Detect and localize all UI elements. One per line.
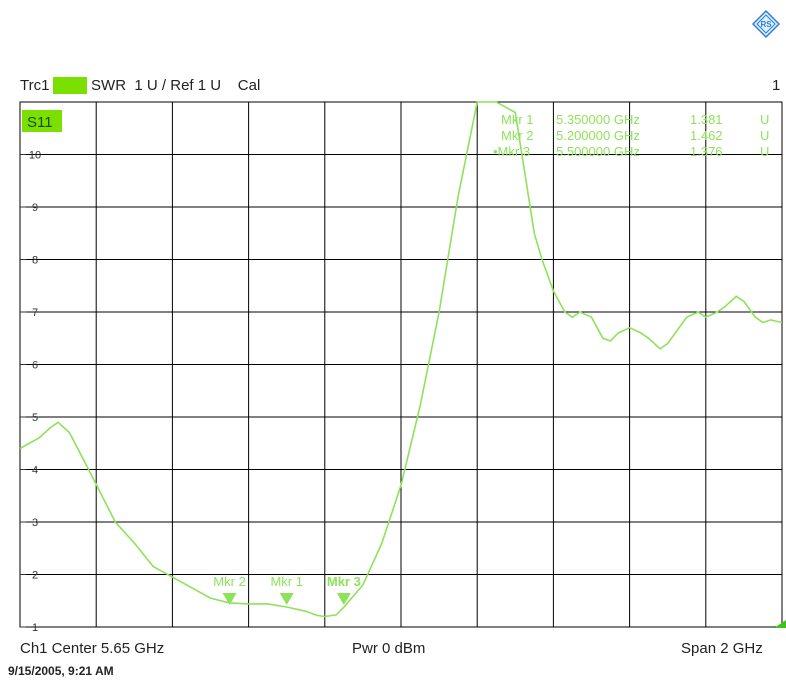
plot-grid [19, 101, 783, 628]
source-power: Pwr 0 dBm [352, 640, 426, 657]
trace-param-badge[interactable]: S11 [53, 77, 88, 94]
marker-value: 1.381 [690, 112, 723, 127]
trace-header: Trc1 S11 SWR 1 U / Ref 1 U Cal [20, 77, 260, 94]
marker-row: Mkr 1 [501, 112, 534, 127]
y-tick-label: 2 [32, 570, 38, 582]
rohde-schwarz-logo-icon: RS [752, 10, 780, 38]
cal-indicator: Cal [237, 77, 261, 94]
y-tick-label: 9 [32, 202, 38, 214]
marker-label: Mkr 3 [327, 574, 361, 589]
marker-label: Mkr 1 [270, 574, 303, 589]
marker-frequency: 5.350000 GHz [556, 112, 640, 127]
s11-trace-line [19, 101, 783, 618]
trace-format: SWR [91, 77, 127, 94]
marker-triangle-icon [279, 593, 294, 605]
y-tick-label: 1 [32, 622, 38, 634]
marker-unit: U [760, 144, 769, 159]
marker-row: Mkr 2 [501, 128, 534, 143]
marker-triangle-icon [336, 593, 351, 605]
marker-symbols: Mkr 1 Mkr 2 Mkr 3 [213, 574, 361, 605]
trace-ref: Ref 1 U [170, 77, 222, 94]
marker-frequency: 5.200000 GHz [556, 128, 640, 143]
marker-value: 1.376 [690, 144, 723, 159]
marker-label: Mkr 2 [213, 574, 246, 589]
y-tick-label: 10 [29, 150, 41, 162]
y-tick-label: 7 [32, 307, 38, 319]
marker-table: Mkr 1 5.350000 GHz 1.381 U Mkr 2 5.200000 GHz… [493, 112, 769, 159]
y-tick-label: 4 [32, 465, 38, 477]
trace-name: Trc1 [20, 77, 50, 94]
marker-row: •Mkr 3 [493, 144, 530, 159]
marker-unit: U [760, 128, 769, 143]
y-axis-ticks: 10 9 8 7 6 5 4 3 2 1 [20, 150, 41, 634]
marker-unit: U [760, 112, 769, 127]
y-tick-label: 5 [32, 412, 38, 424]
trace-scale: 1 U / [134, 77, 167, 94]
channel-index: 1 [772, 77, 781, 94]
plot-label: S11 [27, 114, 53, 131]
end-indicator-icon [774, 620, 786, 628]
y-tick-label: 3 [32, 517, 38, 529]
center-frequency: Ch1 Center 5.65 GHz [20, 640, 165, 657]
plot-label-badge [22, 110, 62, 132]
y-tick-label: 8 [32, 255, 38, 267]
y-tick-label: 6 [32, 360, 38, 372]
timestamp: 9/15/2005, 9:21 AM [8, 664, 114, 678]
frequency-span: Span 2 GHz [681, 640, 763, 657]
svg-text:RS: RS [760, 20, 772, 29]
marker-value: 1.462 [690, 128, 723, 143]
marker-triangle-icon [222, 593, 237, 605]
marker-frequency: 5.500000 GHz [556, 144, 640, 159]
